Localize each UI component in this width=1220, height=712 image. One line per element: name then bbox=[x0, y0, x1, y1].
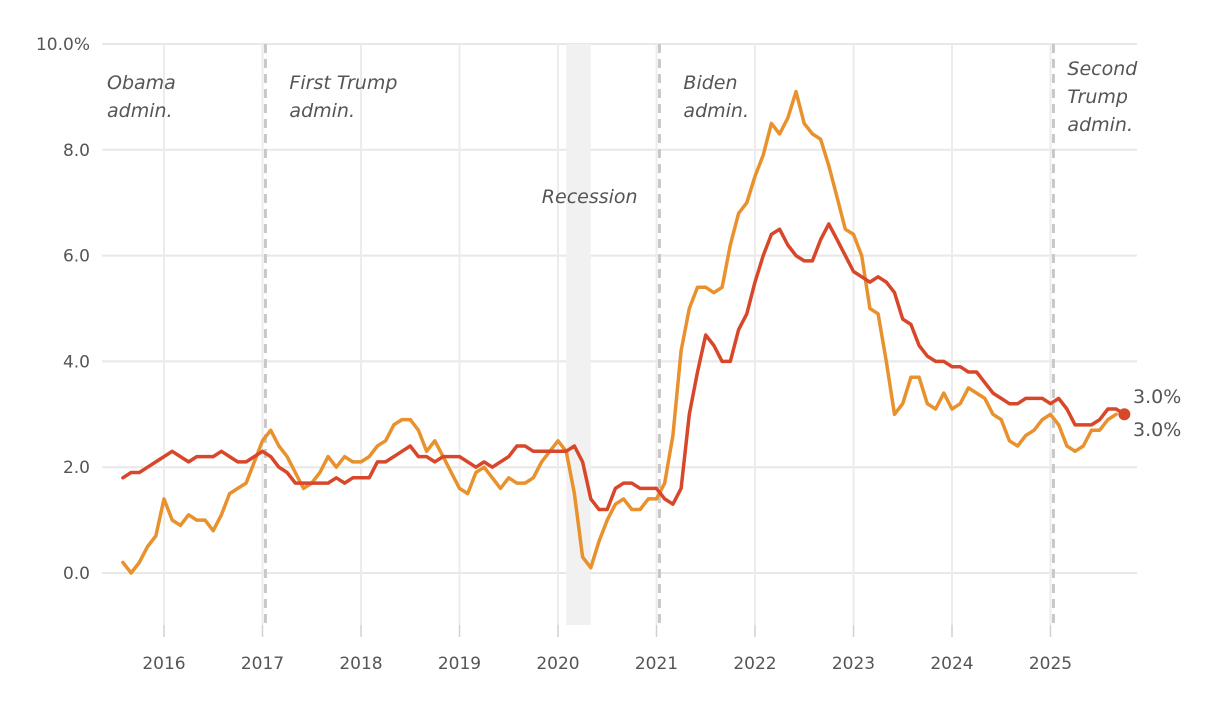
series-lines bbox=[121, 89, 1127, 575]
annotation-text: First Trump bbox=[289, 72, 397, 94]
end-point-dot bbox=[1118, 408, 1131, 421]
annotation-text: Obama bbox=[107, 72, 176, 94]
x-tick-label: 2016 bbox=[142, 654, 185, 674]
x-tick-label: 2023 bbox=[832, 654, 875, 674]
x-axis: 2016 2017 2018 2019 2020 2021 2022 2023 2024 2025 bbox=[142, 625, 1072, 674]
annotation-text: Recession bbox=[542, 186, 638, 208]
end-labels: 3.0% 3.0% bbox=[1118, 386, 1181, 441]
x-tick-label: 2017 bbox=[241, 654, 284, 674]
annotation-text: Second bbox=[1067, 58, 1138, 80]
y-tick-label: 10.0% bbox=[36, 35, 90, 55]
annotation-text: admin. bbox=[683, 100, 749, 122]
annotation-text: admin. bbox=[1067, 114, 1133, 136]
x-tick-label: 2021 bbox=[635, 654, 678, 674]
annotation-text: Biden bbox=[683, 72, 737, 94]
x-tick-label: 2024 bbox=[930, 654, 973, 674]
x-tick-label: 2020 bbox=[536, 654, 579, 674]
annotation-text: admin. bbox=[289, 100, 355, 122]
admin-dividers bbox=[263, 44, 1055, 625]
y-tick-label: 2.0 bbox=[63, 458, 90, 478]
x-tick-label: 2022 bbox=[733, 654, 776, 674]
y-tick-label: 0.0 bbox=[63, 564, 90, 584]
end-label-core: 3.0% bbox=[1133, 386, 1181, 408]
y-axis: 10.0% 8.0 6.0 4.0 2.0 0.0 bbox=[36, 35, 90, 584]
x-tick-label: 2025 bbox=[1029, 654, 1072, 674]
end-label-headline: 3.0% bbox=[1133, 419, 1181, 441]
grid bbox=[102, 43, 1137, 625]
x-tick-label: 2019 bbox=[438, 654, 481, 674]
y-tick-label: 4.0 bbox=[63, 352, 90, 372]
series-line-headline bbox=[121, 89, 1118, 575]
series-line-core bbox=[121, 222, 1127, 512]
annotation-text: admin. bbox=[107, 100, 173, 122]
annotations: Obama admin. First Trump admin. Recession Bid… bbox=[107, 58, 1138, 208]
y-tick-label: 8.0 bbox=[63, 141, 90, 161]
y-tick-label: 6.0 bbox=[63, 247, 90, 267]
annotation-text: Trump bbox=[1067, 86, 1128, 108]
x-tick-label: 2018 bbox=[339, 654, 382, 674]
